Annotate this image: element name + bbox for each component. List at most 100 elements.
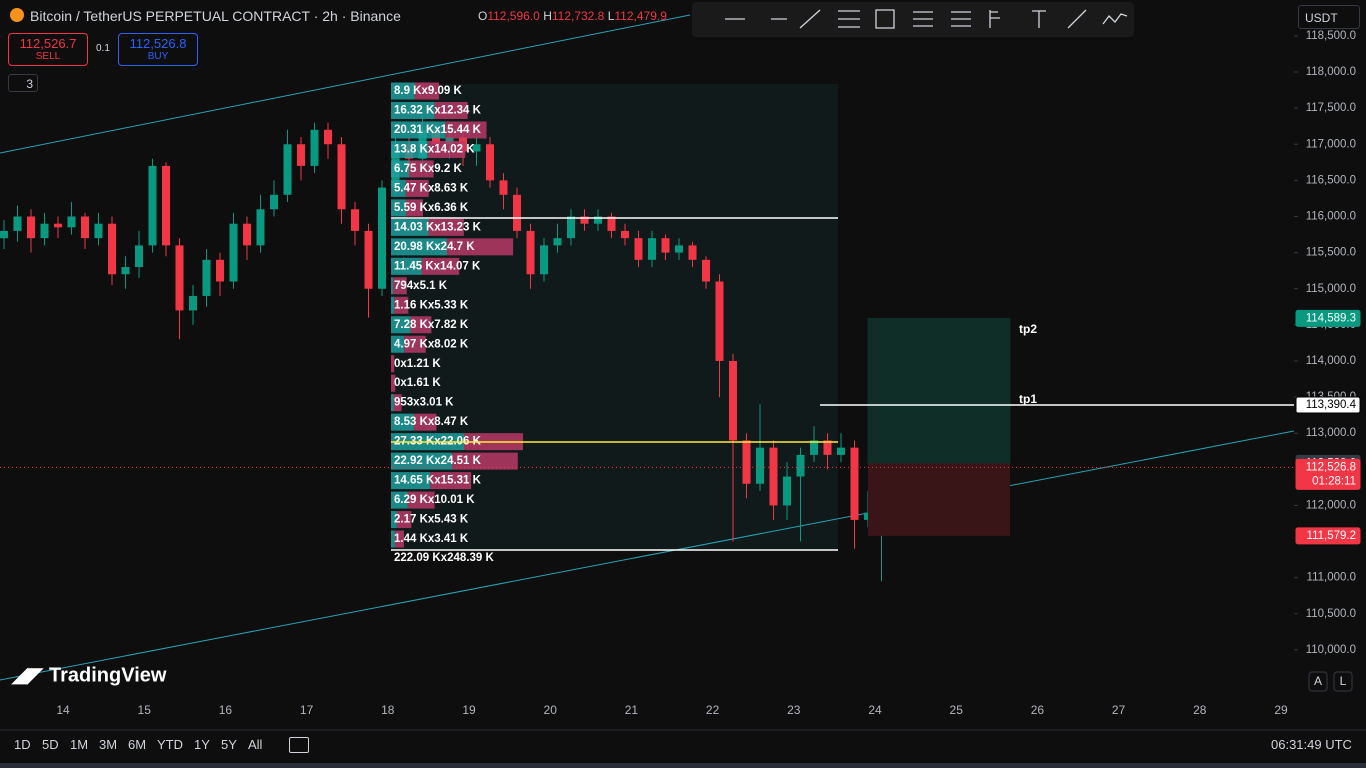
date-label: 26: [1031, 703, 1045, 717]
stop-zone: [868, 463, 1010, 536]
profile-total: 222.09 Kx248.39 K: [394, 552, 494, 564]
price-tick-label: 114,000.0: [1306, 355, 1356, 367]
date-label: 19: [462, 703, 476, 717]
h-label: H: [543, 9, 552, 23]
candle-body: [364, 230, 373, 289]
price-tick-label: 111,000.0: [1307, 572, 1356, 584]
date-label: 25: [950, 703, 964, 717]
candle-body: [553, 238, 562, 246]
profile-buy: [391, 199, 406, 217]
date-label: 27: [1112, 703, 1126, 717]
profile-label: 6.75 Kx9.2 K: [394, 163, 462, 175]
candle-body: [297, 144, 305, 166]
scale-button[interactable]: [1333, 671, 1353, 692]
spread: 0.1: [96, 43, 110, 54]
date-label: 22: [706, 703, 720, 717]
l-value: 112,479.9: [614, 9, 667, 23]
timeframe-button[interactable]: 1D: [14, 737, 31, 752]
profile-buy: [391, 277, 394, 295]
candle-body: [148, 165, 157, 246]
candle-body: [729, 360, 737, 441]
profile-label: 20.31 Kx15.44 K: [394, 124, 482, 136]
candle-body: [378, 187, 386, 289]
profile-sell: [447, 238, 514, 256]
timeframe-button[interactable]: 3M: [99, 737, 118, 752]
sell-button[interactable]: 112,526.7 SELL: [8, 33, 88, 66]
tp2-label: tp2: [1019, 322, 1037, 336]
timeframe-button[interactable]: 6M: [128, 737, 147, 752]
timeframe-button[interactable]: 5D: [42, 737, 59, 752]
candle-body: [607, 216, 616, 231]
price-marker: [1295, 527, 1361, 545]
price-marker: [1295, 309, 1361, 327]
date-label: 18: [381, 703, 395, 717]
profile-label: 14.65 Kx15.31 K: [394, 475, 482, 487]
profile-buy: [391, 101, 435, 119]
candle-body: [634, 238, 643, 260]
profile-buy: [391, 530, 395, 548]
date-label: 17: [300, 703, 314, 717]
candle-body: [283, 144, 292, 195]
profile-label: 8.9 Kx9.09 K: [394, 85, 462, 97]
candle-body: [445, 137, 454, 145]
candle-body: [661, 238, 670, 253]
candle-body: [351, 209, 359, 231]
candle-body: [243, 223, 251, 246]
date-label: 14: [56, 703, 70, 717]
price-marker-label: 113,390.4: [1306, 399, 1357, 411]
candle-body: [81, 216, 89, 239]
price-tick-label: 118,000.0: [1306, 66, 1356, 78]
profile-buy: [391, 335, 405, 353]
timeframe-button[interactable]: YTD: [157, 737, 183, 752]
profile-buy: [391, 218, 429, 236]
price-marker-label: 112,526.8: [1306, 461, 1356, 473]
profile-buy: [391, 82, 415, 100]
candle-body: [850, 447, 859, 520]
timeframe-button[interactable]: All: [248, 737, 263, 752]
indicator-toggle[interactable]: 3: [8, 74, 38, 92]
candle-body: [567, 216, 575, 239]
date-label: 15: [138, 703, 152, 717]
candle-body: [135, 245, 143, 268]
timeframe-button[interactable]: 5Y: [221, 737, 237, 752]
profile-sell: [428, 218, 464, 236]
candle-body: [742, 440, 751, 484]
timeframe-button[interactable]: 1Y: [194, 737, 210, 752]
candle-body: [229, 223, 238, 282]
candle-body: [121, 267, 130, 275]
date-label: 21: [625, 703, 639, 717]
candle-body: [337, 144, 346, 210]
candle-body: [40, 223, 49, 239]
profile-sell: [405, 179, 429, 197]
currency-select[interactable]: USDT: [1298, 5, 1360, 29]
profile-buy: [391, 257, 422, 275]
profile-sell: [414, 82, 440, 100]
buy-label: BUY: [147, 51, 169, 62]
bottom-bar: [0, 730, 1366, 768]
candle-body: [324, 129, 332, 145]
candle-body: [202, 259, 211, 296]
scale-button[interactable]: [1308, 671, 1328, 692]
profile-sell: [393, 394, 402, 412]
candle-body: [769, 447, 778, 506]
channel-top: [0, 14, 691, 154]
profile-sell: [445, 121, 487, 139]
profile-label: 14.03 Kx13.23 K: [394, 221, 482, 233]
price-tick-label: 115,000.0: [1306, 283, 1356, 295]
profile-buy: [391, 238, 448, 256]
price-tick-label: 112,000.0: [1306, 499, 1356, 511]
candle-body: [513, 194, 521, 231]
candle-body: [621, 230, 629, 239]
timeframe-button[interactable]: 1M: [70, 737, 89, 752]
price-axis: [1294, 0, 1366, 730]
profile-sell: [394, 296, 409, 314]
profile-sell: [434, 101, 468, 119]
date-range-icon[interactable]: [289, 737, 309, 753]
candle-body: [810, 440, 818, 455]
profile-sell: [452, 452, 518, 470]
candle-body: [256, 209, 265, 246]
profile-sell: [396, 511, 412, 529]
buy-button[interactable]: 112,526.8 BUY: [118, 33, 198, 66]
date-label: 28: [1193, 703, 1207, 717]
